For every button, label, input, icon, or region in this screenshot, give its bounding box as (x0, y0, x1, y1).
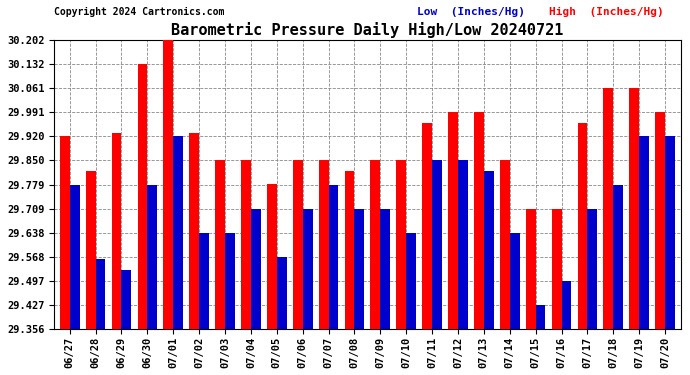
Bar (500, 160, 510, 329)
Bar (267, 184, 277, 329)
Bar (86, 171, 96, 329)
Bar (578, 123, 587, 329)
Bar (277, 257, 286, 329)
Title: Barometric Pressure Daily High/Low 20240721: Barometric Pressure Daily High/Low 20240… (171, 21, 564, 38)
Bar (344, 171, 355, 329)
Bar (189, 133, 199, 329)
Bar (526, 209, 535, 329)
Bar (396, 160, 406, 329)
Bar (164, 40, 173, 329)
Bar (293, 160, 303, 329)
Bar (474, 112, 484, 329)
Bar (613, 184, 623, 329)
Bar (241, 160, 251, 329)
Bar (629, 88, 639, 329)
Bar (215, 160, 225, 329)
Bar (137, 64, 148, 329)
Bar (587, 209, 598, 329)
Bar (639, 136, 649, 329)
Bar (510, 233, 520, 329)
Bar (458, 160, 468, 329)
Bar (380, 209, 390, 329)
Bar (604, 88, 613, 329)
Bar (535, 305, 546, 329)
Bar (656, 112, 665, 329)
Bar (448, 112, 458, 329)
Bar (199, 233, 209, 329)
Bar (355, 209, 364, 329)
Bar (60, 136, 70, 329)
Bar (665, 136, 675, 329)
Bar (552, 209, 562, 329)
Bar (251, 209, 261, 329)
Bar (328, 184, 338, 329)
Text: Copyright 2024 Cartronics.com: Copyright 2024 Cartronics.com (55, 7, 224, 17)
Bar (319, 160, 328, 329)
Bar (121, 270, 131, 329)
Bar (70, 184, 79, 329)
Bar (484, 171, 494, 329)
Bar (406, 233, 416, 329)
Bar (173, 136, 183, 329)
Bar (112, 133, 121, 329)
Bar (422, 123, 432, 329)
Bar (96, 260, 106, 329)
Text: High  (Inches/Hg): High (Inches/Hg) (549, 7, 664, 17)
Bar (371, 160, 380, 329)
Bar (432, 160, 442, 329)
Text: Low  (Inches/Hg): Low (Inches/Hg) (417, 7, 526, 17)
Bar (148, 184, 157, 329)
Bar (225, 233, 235, 329)
Bar (562, 281, 571, 329)
Bar (303, 209, 313, 329)
